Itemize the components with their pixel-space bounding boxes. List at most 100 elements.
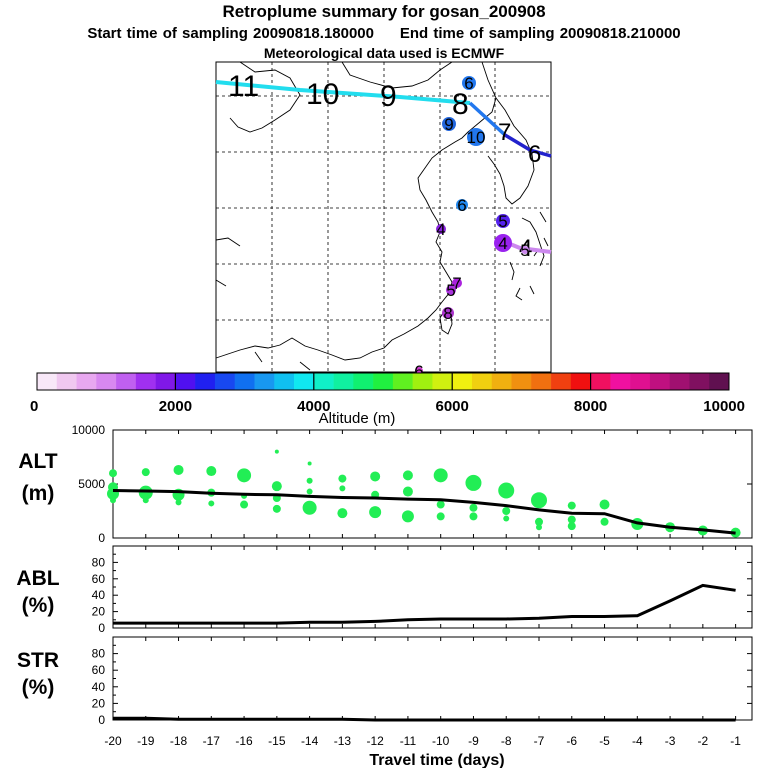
trajectory-segment bbox=[215, 80, 471, 105]
altitude-point bbox=[503, 515, 510, 522]
sampling-times: Start time of sampling 20090818.180000 E… bbox=[0, 25, 768, 42]
altitude-point bbox=[536, 524, 542, 531]
colorbar-tick-label: 10000 bbox=[703, 398, 745, 415]
coastline bbox=[215, 237, 311, 371]
colorbar-swatch bbox=[37, 373, 58, 390]
plume-cluster-marker bbox=[446, 285, 456, 295]
plume-cluster-marker bbox=[462, 76, 476, 90]
x-tick-label: -8 bbox=[501, 734, 512, 748]
plume-cluster-label: 6 bbox=[464, 74, 473, 93]
plume-cluster-label: 6 bbox=[457, 196, 466, 215]
colorbar-swatch bbox=[294, 373, 315, 390]
altitude-point bbox=[306, 477, 313, 484]
panel-ylabel: ALT bbox=[18, 450, 57, 473]
colorbar-swatch bbox=[491, 373, 512, 390]
panel-ylabel: STR bbox=[17, 649, 59, 672]
x-tick-label: -18 bbox=[170, 734, 188, 748]
colorbar-swatch bbox=[96, 373, 117, 390]
colorbar-swatch bbox=[254, 373, 275, 390]
colorbar-swatch bbox=[630, 373, 651, 390]
colorbar-swatch bbox=[234, 373, 255, 390]
coastlines bbox=[215, 61, 549, 371]
altitude-point bbox=[338, 474, 347, 483]
colorbar-tick-label: 4000 bbox=[297, 398, 330, 415]
colorbar-swatch bbox=[353, 373, 374, 390]
altitude-point bbox=[206, 466, 217, 477]
x-tick-label: -13 bbox=[334, 734, 352, 748]
x-tick-label: -4 bbox=[632, 734, 643, 748]
colorbar-swatch bbox=[432, 373, 453, 390]
panel-abl: ABL (%) 80 60 40 20 0 bbox=[16, 545, 753, 635]
y-tick-label: 0 bbox=[98, 621, 105, 635]
plume-cluster-label: 6 bbox=[414, 362, 423, 381]
altitude-point bbox=[402, 470, 413, 481]
altitude-point bbox=[110, 497, 116, 504]
x-tick-label: -14 bbox=[301, 734, 319, 748]
altitude-point bbox=[337, 508, 348, 519]
plume-cluster-marker bbox=[452, 278, 462, 288]
coastline bbox=[341, 61, 453, 89]
trajectory-segment bbox=[504, 133, 552, 158]
plume-cluster-marker bbox=[442, 307, 454, 319]
colorbar-swatch bbox=[471, 373, 493, 390]
y-tick-label: 60 bbox=[92, 663, 106, 677]
panel-ylabel: ABL bbox=[16, 567, 59, 590]
colorbar-swatch bbox=[116, 373, 137, 390]
x-axis-label: Travel time (days) bbox=[369, 752, 504, 768]
plume-cluster-label: 7 bbox=[452, 274, 461, 293]
coastline bbox=[487, 97, 535, 205]
x-tick-label: -1 bbox=[730, 734, 741, 748]
altitude-point bbox=[469, 512, 478, 521]
colorbar-tick-label: 0 bbox=[30, 398, 38, 415]
y-tick-label: 80 bbox=[92, 555, 106, 569]
colorbar-swatch bbox=[195, 373, 216, 390]
y-tick-label: 0 bbox=[98, 713, 105, 727]
trajectory-day-number: 10 bbox=[306, 78, 339, 111]
end-time-label: End time of sampling 20090818.210000 bbox=[399, 25, 681, 42]
trajectory-labels: 1110987646910654475865 bbox=[228, 70, 541, 381]
altitude-point bbox=[306, 488, 313, 495]
panel-ylabel-unit: (%) bbox=[22, 676, 55, 699]
colorbar-swatch bbox=[689, 373, 710, 390]
altitude-point bbox=[502, 507, 511, 515]
colorbar-swatch bbox=[531, 373, 552, 390]
panel-frame bbox=[112, 429, 753, 539]
plume-cluster-label: 4 bbox=[498, 234, 507, 253]
plume-cluster-label: 10 bbox=[467, 128, 486, 147]
altitude-point bbox=[567, 522, 576, 531]
y-tick-label: 40 bbox=[92, 680, 106, 694]
y-tick-label: 20 bbox=[92, 605, 106, 619]
panel-ylabel-unit: (%) bbox=[22, 594, 55, 617]
x-tick-label: -17 bbox=[203, 734, 221, 748]
colorbar-swatch bbox=[135, 373, 156, 390]
plume-cluster-label: 8 bbox=[443, 304, 452, 323]
plume-cluster-marker bbox=[521, 246, 529, 254]
altitude-point bbox=[401, 510, 414, 523]
colorbar-swatch bbox=[551, 373, 572, 390]
panel-frame bbox=[112, 545, 753, 629]
altitude-point bbox=[274, 449, 279, 454]
trajectory-day-number: 7 bbox=[498, 119, 511, 146]
colorbar-frame bbox=[36, 372, 730, 391]
chart-title: Retroplume summary for gosan_200908 bbox=[222, 2, 546, 21]
colorbar-tick-label: 6000 bbox=[436, 398, 469, 415]
start-time-label: Start time of sampling 20090818.180000 bbox=[87, 25, 374, 42]
altitude-point bbox=[240, 500, 249, 509]
trajectory-segment bbox=[468, 101, 507, 137]
altitude-point bbox=[436, 500, 445, 509]
altitude-point bbox=[339, 485, 346, 492]
panel-ylabel-unit: (m) bbox=[22, 482, 55, 505]
x-tick-label: -11 bbox=[400, 734, 417, 748]
colorbar-swatch bbox=[333, 373, 354, 390]
altitude-point bbox=[272, 504, 281, 513]
colorbar-swatch bbox=[610, 373, 631, 390]
colorbar-swatch bbox=[511, 373, 532, 390]
altitude-point bbox=[141, 468, 150, 477]
colorbar-swatch bbox=[175, 373, 196, 390]
plume-cluster-label: 9 bbox=[444, 115, 453, 134]
alt-series-line bbox=[112, 489, 736, 535]
altitude-point bbox=[370, 471, 381, 482]
plume-cluster-marker bbox=[496, 214, 510, 228]
y-tick-label: 5000 bbox=[78, 477, 105, 491]
x-tick-label: -16 bbox=[235, 734, 253, 748]
